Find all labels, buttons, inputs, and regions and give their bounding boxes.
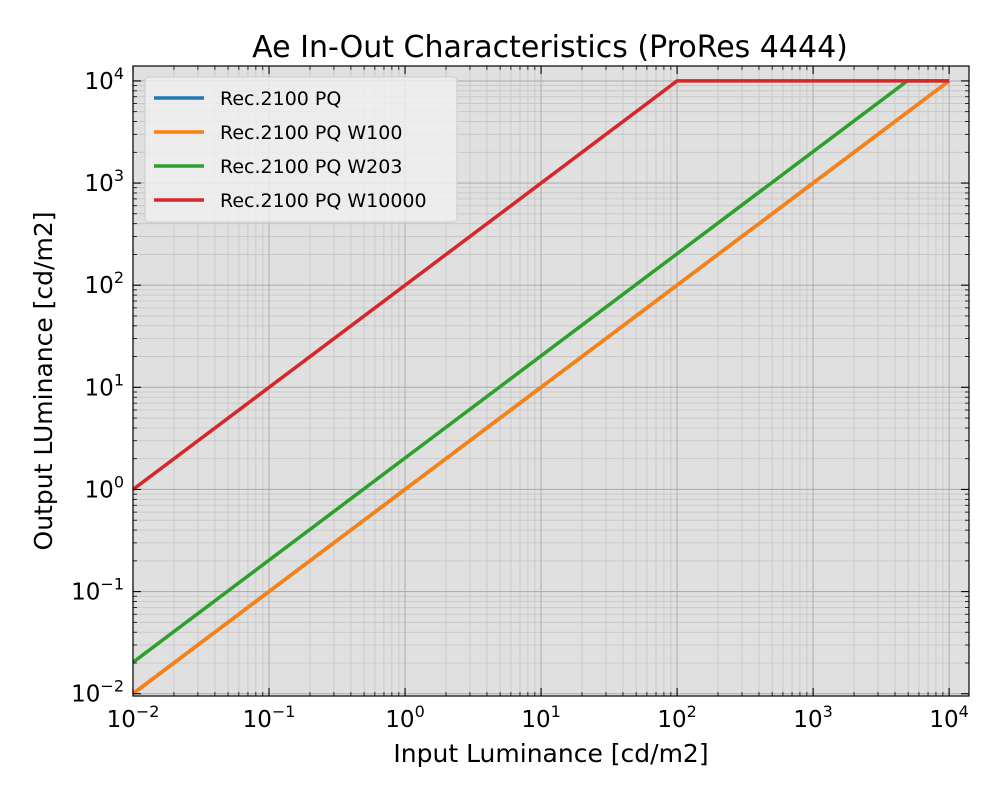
y-tick-label: 103 (85, 166, 124, 197)
x-axis-label: Input Luminance [cd/m2] (393, 739, 708, 768)
y-tick-label: 101 (85, 370, 124, 401)
chart-title: Ae In-Out Characteristics (ProRes 4444) (252, 30, 848, 65)
x-tick-labels: 10−2 10−1 100 101 102 103 104 (107, 702, 969, 733)
x-tick-label: 10−1 (243, 702, 296, 733)
series-line (131, 79, 950, 491)
legend-label: Rec.2100 PQ W10000 (220, 190, 427, 212)
y-tick-label: 102 (85, 268, 124, 299)
series-lines (131, 79, 951, 696)
y-axis-label: Output LUminance [cd/m2] (29, 212, 58, 551)
plot-frame (132, 65, 970, 697)
x-tick-label: 104 (929, 702, 968, 733)
x-tick-label: 10−2 (107, 702, 160, 733)
legend-label: Rec.2100 PQ W203 (220, 156, 402, 178)
series-line (131, 79, 951, 696)
legend-label: Rec.2100 PQ (220, 88, 341, 110)
legend: Rec.2100 PQ Rec.2100 PQ W100 Rec.2100 PQ W… (144, 76, 458, 223)
y-tick-label: 10−1 (71, 575, 124, 606)
x-tick-label: 100 (385, 702, 424, 733)
x-tick-label: 101 (521, 702, 560, 733)
grid-major (132, 66, 969, 696)
y-tick-label: 104 (85, 64, 124, 95)
tick-marks (132, 66, 969, 696)
legend-label: Rec.2100 PQ W100 (220, 122, 402, 144)
x-tick-label: 102 (657, 702, 696, 733)
y-tick-label: 10−2 (71, 677, 124, 708)
y-tick-label: 100 (85, 472, 124, 503)
y-tick-labels: 10−2 10−1 100 101 102 103 104 (71, 64, 124, 708)
legend-box (144, 76, 458, 223)
x-tick-label: 103 (793, 702, 832, 733)
